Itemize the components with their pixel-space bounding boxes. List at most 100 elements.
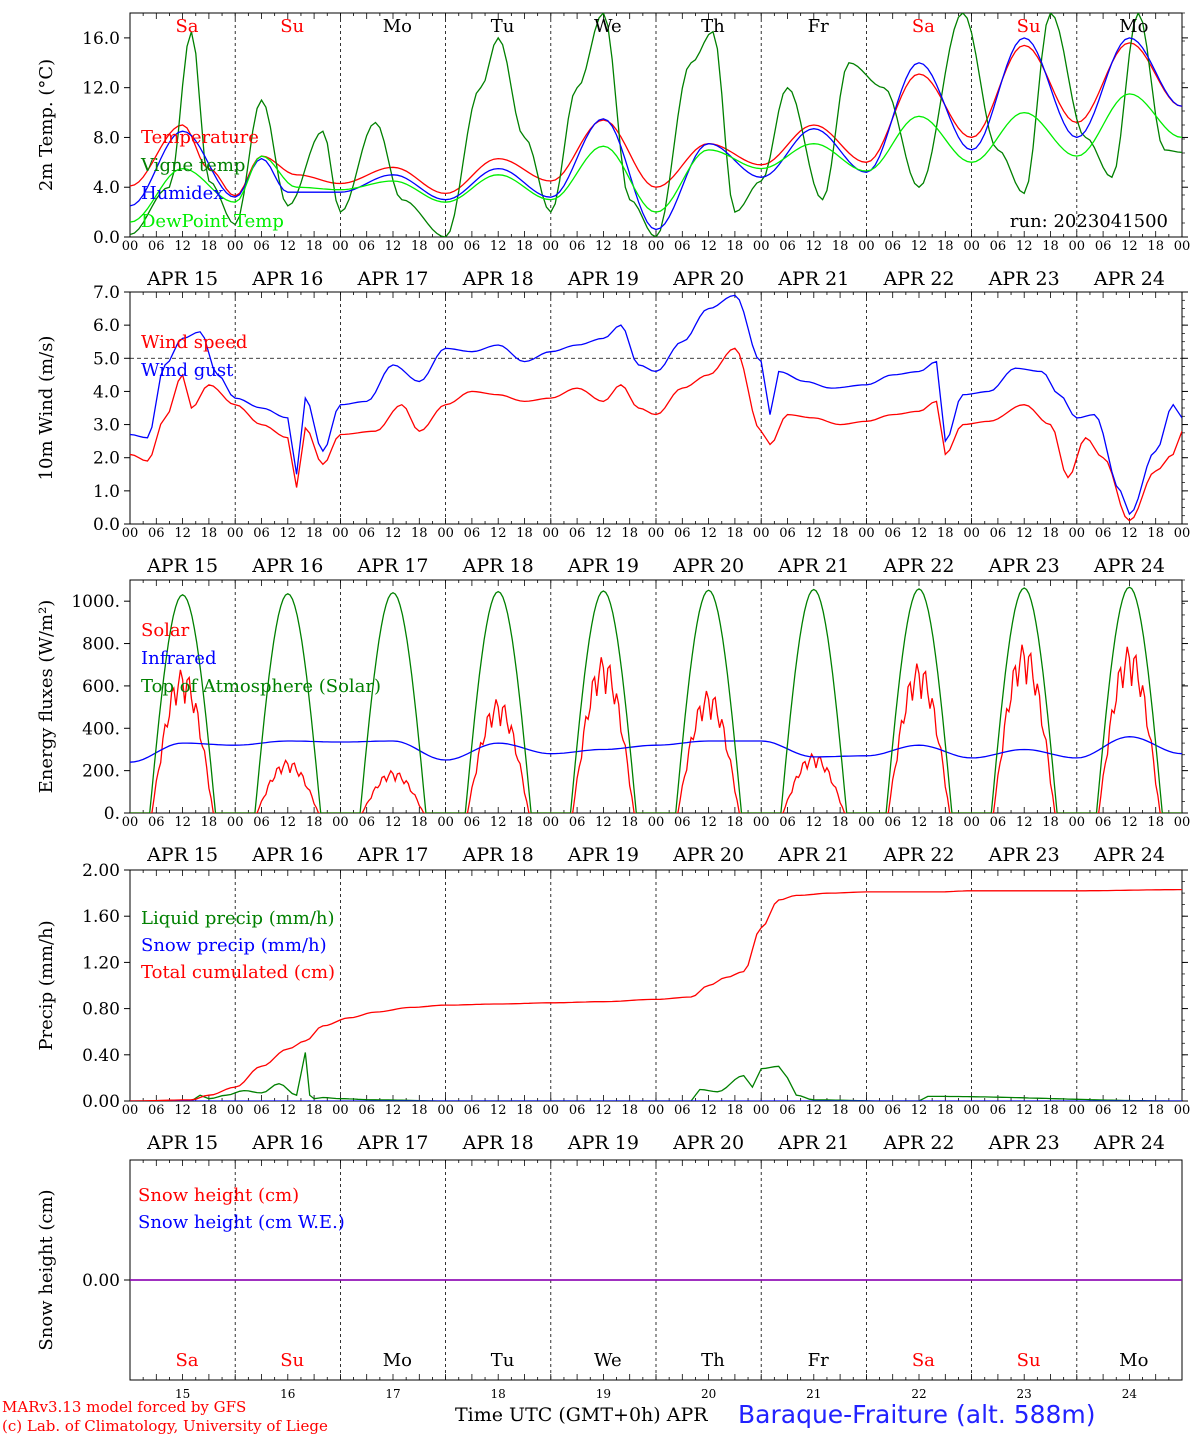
lab-credit: (c) Lab. of Climatology, University of L… — [2, 1417, 328, 1435]
hour-tick-label: 12 — [280, 239, 297, 254]
y-tick-label: 0.80 — [82, 1000, 120, 1020]
hour-tick-label: 00 — [753, 526, 770, 541]
hour-tick-label: 18 — [727, 815, 744, 830]
date-label: APR 16 — [251, 1132, 323, 1154]
panel-5: 0.00 Snow height (cm) Snow height (cm) Snow… — [36, 1159, 1183, 1381]
weekday-label: Th — [701, 16, 725, 37]
hour-tick-label: 00 — [963, 526, 980, 541]
hour-tick-label: 06 — [674, 815, 691, 830]
hour-tick-label: 06 — [253, 815, 270, 830]
hour-tick-label: 12 — [280, 815, 297, 830]
hour-tick-label: 06 — [1095, 1103, 1112, 1118]
weekday-label: Th — [701, 1350, 725, 1371]
hour-tick-label: 00 — [1069, 239, 1086, 254]
date-label: APR 24 — [1093, 268, 1165, 290]
legend-entry: Wind gust — [141, 360, 234, 381]
day-number: 22 — [911, 1387, 926, 1400]
y-tick-label: 2.00 — [82, 861, 120, 881]
weekday-label: Sa — [912, 1350, 935, 1371]
hour-tick-label: 12 — [490, 815, 507, 830]
weekday-label: Mo — [383, 1350, 412, 1371]
hour-tick-label: 00 — [543, 1103, 560, 1118]
hour-tick-label: 00 — [648, 239, 665, 254]
panel-3: 0. 200. 400. 600. 800. 1000. Energy fluxes (W/… — [36, 579, 1191, 866]
date-label: APR 16 — [251, 555, 323, 577]
panel-1: 0.0 4.0 8.0 12.0 16.0 2m Temp. (°C) Temperatur… — [36, 12, 1191, 290]
hour-tick-label: 00 — [1174, 815, 1191, 830]
hour-tick-label: 18 — [1147, 815, 1164, 830]
hour-tick-label: 18 — [306, 1103, 323, 1118]
y-tick-label: 6.0 — [93, 316, 120, 336]
y-axis-title: 10m Wind (m/s) — [36, 336, 57, 481]
hour-tick-label: 18 — [621, 526, 638, 541]
hour-tick-label: 18 — [727, 1103, 744, 1118]
hour-tick-label: 18 — [937, 239, 954, 254]
hour-tick-label: 12 — [595, 815, 612, 830]
date-label: APR 18 — [462, 268, 534, 290]
series-line-top-of-atmosphere-solar- — [130, 586, 1182, 813]
hour-tick-label: 00 — [437, 815, 454, 830]
legend-entry: Snow height (cm W.E.) — [138, 1212, 345, 1233]
hour-tick-label: 06 — [884, 815, 901, 830]
hour-tick-label: 06 — [779, 526, 796, 541]
hour-tick-label: 12 — [174, 815, 191, 830]
hour-tick-label: 12 — [595, 526, 612, 541]
hour-tick-label: 06 — [464, 526, 481, 541]
hour-tick-label: 06 — [464, 239, 481, 254]
day-number: 18 — [491, 1387, 506, 1400]
hour-tick-label: 12 — [174, 239, 191, 254]
hour-tick-label: 06 — [1095, 526, 1112, 541]
date-label: APR 19 — [567, 268, 639, 290]
y-tick-label: 4.0 — [93, 178, 120, 198]
hour-tick-label: 12 — [806, 526, 823, 541]
y-tick-label: 0.00 — [82, 1092, 120, 1112]
hour-tick-label: 06 — [990, 526, 1007, 541]
hour-tick-label: 06 — [990, 239, 1007, 254]
date-label: APR 19 — [567, 844, 639, 866]
weekday-label: We — [594, 1350, 622, 1371]
series-line-wind-gust — [130, 294, 1182, 516]
hour-tick-label: 06 — [884, 239, 901, 254]
date-label: APR 20 — [672, 555, 744, 577]
hour-tick-label: 12 — [595, 1103, 612, 1118]
date-label: APR 21 — [777, 844, 849, 866]
date-label: APR 15 — [146, 555, 218, 577]
hour-tick-label: 18 — [727, 526, 744, 541]
hour-tick-label: 00 — [227, 239, 244, 254]
date-label: APR 17 — [356, 1132, 428, 1154]
hour-tick-label: 06 — [779, 815, 796, 830]
legend-entry: Top of Atmosphere (Solar) — [141, 676, 381, 697]
hour-tick-label: 00 — [963, 815, 980, 830]
hour-tick-label: 12 — [595, 239, 612, 254]
hour-tick-label: 06 — [148, 1103, 165, 1118]
hour-tick-label: 18 — [306, 239, 323, 254]
hour-tick-label: 18 — [1042, 1103, 1059, 1118]
hour-tick-label: 12 — [385, 815, 402, 830]
hour-tick-label: 12 — [700, 815, 717, 830]
hour-tick-label: 00 — [1174, 526, 1191, 541]
hour-tick-label: 06 — [464, 1103, 481, 1118]
hour-tick-label: 06 — [674, 1103, 691, 1118]
hour-tick-label: 00 — [1174, 239, 1191, 254]
hour-tick-label: 00 — [858, 526, 875, 541]
date-label: APR 23 — [988, 555, 1060, 577]
date-label: APR 21 — [777, 268, 849, 290]
date-label: APR 22 — [882, 1132, 954, 1154]
hour-tick-label: 18 — [621, 815, 638, 830]
series-line-wind-speed — [130, 347, 1182, 522]
date-label: APR 24 — [1093, 844, 1165, 866]
panel-frame — [129, 12, 1183, 238]
weekday-label: Su — [1017, 16, 1041, 37]
hour-tick-label: 18 — [621, 1103, 638, 1118]
hour-tick-label: 12 — [280, 526, 297, 541]
day-number: 23 — [1017, 1387, 1032, 1400]
panel-2: 0.0 1.0 2.0 3.0 4.0 5.0 6.0 7.0 10m Wind (m/s) Wi… — [36, 283, 1190, 577]
weekday-label: Tu — [491, 1350, 515, 1371]
day-number: 15 — [175, 1387, 190, 1400]
series-line-temperature — [130, 42, 1182, 197]
hour-tick-label: 00 — [1069, 1103, 1086, 1118]
date-label: APR 18 — [462, 555, 534, 577]
meteogram-charts: 0.0 4.0 8.0 12.0 16.0 2m Temp. (°C) Temperatur… — [36, 12, 1191, 1401]
y-tick-label: 0.0 — [93, 228, 120, 248]
hour-tick-label: 00 — [858, 239, 875, 254]
